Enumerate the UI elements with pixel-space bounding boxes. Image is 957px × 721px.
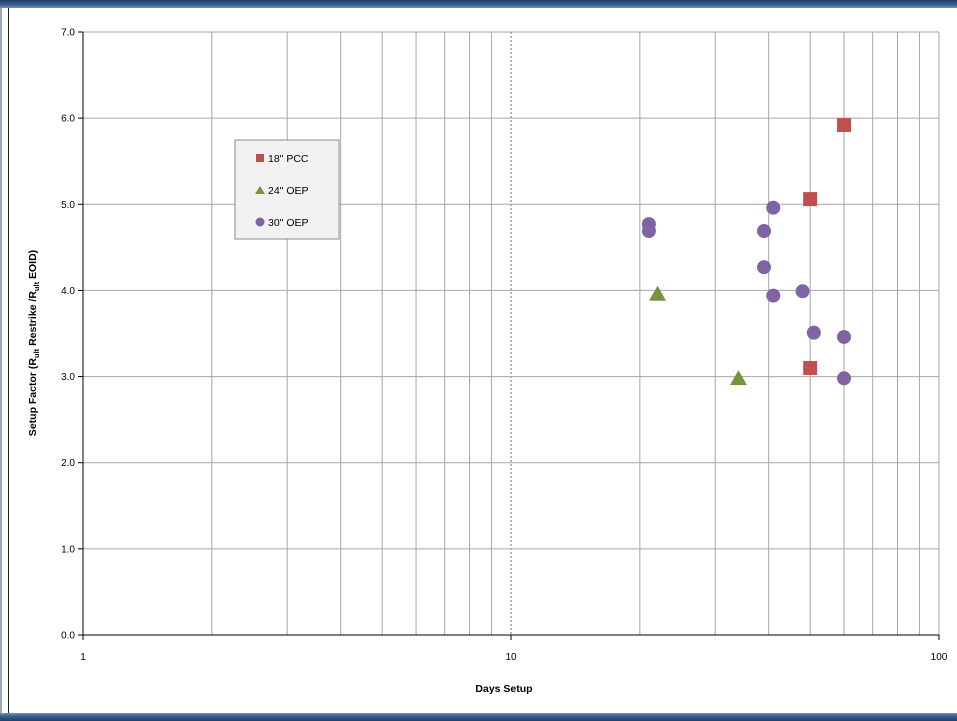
y-tick-label: 3.0 <box>61 372 75 383</box>
data-point-circle <box>806 325 821 340</box>
data-point-circle <box>766 288 781 303</box>
chart-legend: 18" PCC 24" OEP 30" OEP <box>234 139 340 240</box>
axes <box>78 31 940 640</box>
legend-label-24-oep: 24" OEP <box>268 185 309 197</box>
tick-labels: 0.0 1.0 2.0 3.0 4.0 5.0 6.0 7.0 1 10 100 <box>61 28 948 664</box>
data-points <box>641 118 852 386</box>
data-point-circle <box>795 284 810 299</box>
scatter-chart: 0.0 1.0 2.0 3.0 4.0 5.0 6.0 7.0 1 10 100 Days Setu… <box>27 28 948 696</box>
chart-area: 0.0 1.0 2.0 3.0 4.0 5.0 6.0 7.0 1 10 100 Days Setu… <box>8 8 955 713</box>
data-point-circle <box>756 223 771 238</box>
x-tick-label: 100 <box>931 652 948 663</box>
y-axis-title-group: Setup Factor (Rult Restrike /Rult EOID) <box>27 250 41 436</box>
data-point-square <box>803 360 818 375</box>
y-axis-title-sub1: ult <box>32 348 41 358</box>
window-frame-top <box>0 0 957 8</box>
y-tick-label: 7.0 <box>61 28 75 39</box>
grid-lines <box>83 31 940 635</box>
y-tick-label: 1.0 <box>61 544 75 555</box>
y-axis-title: Setup Factor (Rult Restrike /Rult EOID) <box>27 250 41 436</box>
data-point-circle <box>766 200 781 215</box>
y-tick-label: 5.0 <box>61 200 75 211</box>
y-axis-title-part3: EOID) <box>27 250 39 282</box>
legend-circle-marker <box>255 217 265 227</box>
data-point-circle <box>837 371 852 386</box>
x-axis-title: Days Setup <box>475 683 532 695</box>
data-point-circle <box>837 329 852 344</box>
data-point-triangle <box>649 285 667 301</box>
data-point-circle <box>756 260 771 275</box>
y-axis-title-part2: Restrike /R <box>27 291 39 349</box>
legend-box <box>234 139 340 240</box>
y-tick-label: 6.0 <box>61 114 75 125</box>
y-tick-label: 4.0 <box>61 286 75 297</box>
window-frame-bottom <box>0 713 957 721</box>
legend-label-30-oep: 30" OEP <box>268 217 309 229</box>
x-tick-label: 1 <box>80 652 86 663</box>
y-tick-label: 2.0 <box>61 458 75 469</box>
data-point-circle <box>641 223 656 238</box>
y-axis-title-part1: Setup Factor (R <box>27 358 39 437</box>
data-point-square <box>837 118 852 133</box>
legend-label-18-pcc: 18" PCC <box>268 153 309 165</box>
y-tick-label: 0.0 <box>61 631 75 642</box>
legend-triangle-marker <box>255 186 265 194</box>
x-tick-label: 10 <box>505 652 517 663</box>
data-point-square <box>803 192 818 207</box>
y-axis-title-sub2: ult <box>32 281 41 291</box>
legend-square-marker <box>256 154 264 162</box>
window-frame-left <box>0 8 2 713</box>
data-point-triangle <box>729 370 747 386</box>
